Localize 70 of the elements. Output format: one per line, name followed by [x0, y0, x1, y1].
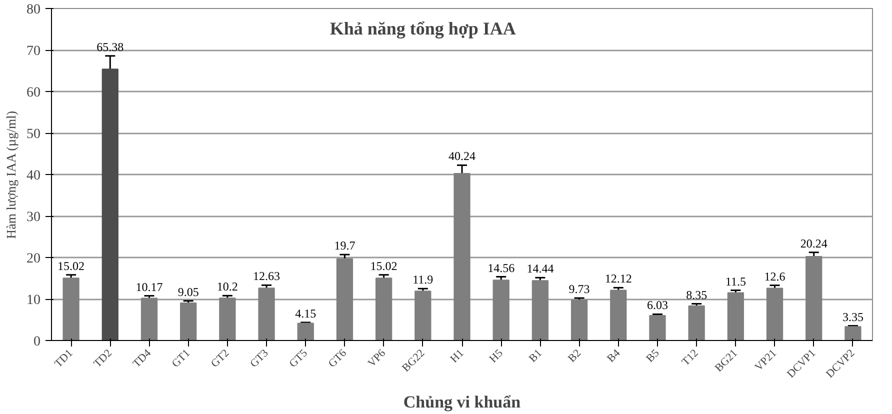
- data-label: 12.6: [764, 269, 786, 284]
- bar: [180, 302, 197, 340]
- bar: [102, 68, 118, 340]
- x-tick-label: TD1: [52, 347, 76, 370]
- data-label: 14.56: [488, 260, 515, 275]
- x-tick-label: H5: [487, 346, 506, 366]
- bar: [806, 256, 822, 340]
- x-axis-title: Chủng vi khuẩn: [403, 392, 522, 412]
- y-tick-label: 10: [26, 293, 40, 308]
- x-tick-label: H1: [448, 347, 466, 366]
- data-label: 3.35: [842, 310, 864, 324]
- x-tick-label: GT3: [248, 346, 272, 370]
- data-label: 40.24: [448, 149, 476, 164]
- data-label: 10.2: [216, 280, 238, 294]
- x-tick-label: B5: [644, 346, 662, 365]
- x-tick-label: T12: [680, 347, 701, 368]
- data-label: 10.17: [136, 280, 163, 294]
- y-tick-label: 70: [26, 44, 40, 59]
- bar: [727, 292, 744, 340]
- bar: [688, 305, 705, 340]
- data-label: 11.5: [725, 274, 746, 288]
- data-label: 15.02: [58, 258, 85, 273]
- y-tick-label: 20: [26, 252, 40, 266]
- bar: [258, 288, 275, 340]
- bar: [454, 173, 470, 340]
- bar: [297, 322, 314, 340]
- y-tick-label: 0: [34, 334, 40, 350]
- text: Khả năng tổng hợp IAA: [330, 18, 516, 38]
- y-tick-label: 60: [26, 86, 40, 100]
- y-tick-label: 80: [26, 2, 40, 18]
- bar: [375, 278, 392, 340]
- data-label: 9.73: [568, 282, 590, 296]
- y-tick-label: 40: [26, 168, 40, 184]
- x-tick-label: GT6: [326, 346, 350, 370]
- x-tick-label: TD4: [130, 346, 154, 370]
- bar: [844, 326, 862, 340]
- y-tick-label: 30: [26, 210, 40, 225]
- x-tick-label: B4: [605, 346, 623, 365]
- data-label: 11.9: [412, 272, 434, 287]
- bar: [532, 280, 549, 340]
- x-tick-label: TD2: [92, 347, 114, 370]
- bar: [492, 280, 510, 340]
- bar: [219, 298, 236, 340]
- y-axis-title: Hàm lượng IAA (µg/ml): [4, 110, 18, 239]
- x-tick-label: B1: [526, 347, 544, 365]
- bar: [336, 258, 354, 340]
- data-label: 65.38: [96, 40, 124, 54]
- bar: [610, 290, 627, 340]
- x-tick-label: B2: [566, 347, 584, 365]
- x-tick-label: GT5: [287, 346, 310, 370]
- bar: [140, 298, 158, 340]
- bar: [570, 300, 588, 340]
- data-label: 15.02: [370, 258, 398, 273]
- x-tick-label: GT1: [170, 347, 193, 370]
- data-label: 19.7: [334, 238, 356, 253]
- bar: [649, 314, 666, 340]
- data-label: 6.03: [646, 298, 668, 312]
- y-tick-label: 50: [26, 127, 40, 142]
- x-tick-label: VP6: [366, 346, 388, 370]
- data-label: 4.15: [295, 306, 316, 320]
- data-label: 12.63: [253, 269, 280, 284]
- bar: [62, 278, 80, 340]
- data-label: 8.35: [686, 288, 708, 302]
- data-label: 9.05: [178, 284, 199, 299]
- x-tick-label: GT2: [208, 347, 232, 370]
- data-label: 12.12: [604, 272, 632, 286]
- bar: [766, 288, 784, 340]
- data-label: 14.44: [526, 262, 554, 276]
- data-label: 20.24: [800, 236, 828, 250]
- bar: [414, 290, 432, 340]
